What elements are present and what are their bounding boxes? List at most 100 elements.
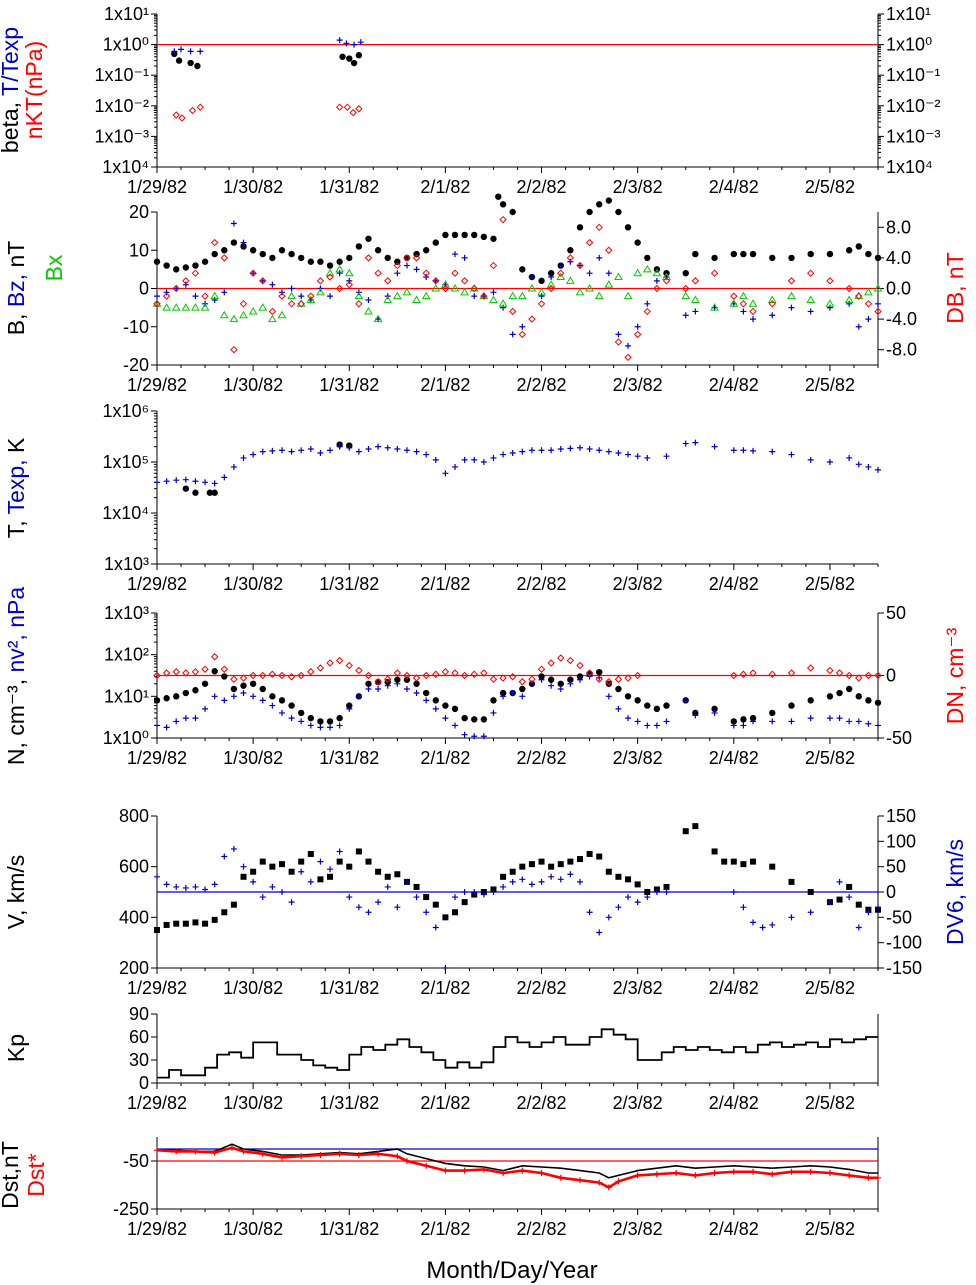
- panel-1-db-point: [182, 277, 190, 285]
- panel-2-texp-point: [557, 445, 564, 452]
- panel-0-red-point: [178, 114, 186, 122]
- panel-3-dn-point: [633, 671, 642, 680]
- panel-6-dst-star-point: [317, 1152, 324, 1158]
- panel-3-n-point: [249, 680, 257, 687]
- panel-1-db-point: [643, 307, 651, 316]
- panel-1-x-tick-label: 1/31/82: [319, 375, 379, 395]
- panel-3-nv2-point: [519, 693, 526, 700]
- panel-4-x-tick-label: 2/4/82: [709, 978, 759, 998]
- panel-2-texp-point: [346, 444, 353, 451]
- panel-0-blue-point: [336, 37, 343, 44]
- panel-4-dv6-point: [346, 894, 353, 901]
- panel-3-n-point: [826, 693, 834, 700]
- panel-4-dv6-point: [557, 876, 564, 883]
- panel-6-dst-star-point: [173, 1148, 180, 1155]
- panel-6-y-outer-label-part: Dst,nT: [0, 1141, 23, 1209]
- panel-0-y-tick-label: 1x10⁻¹: [94, 65, 149, 85]
- panel-1-db-point: [653, 284, 661, 293]
- panel-4-dv6-point: [163, 881, 170, 888]
- panel-3-nv2-point: [663, 718, 670, 725]
- panel-3-nv2-point: [442, 715, 449, 722]
- panel-3-n-point: [615, 685, 622, 693]
- panel-2-texp-point: [259, 448, 266, 455]
- panel-1-db-point: [451, 269, 459, 277]
- panel-4-v-point: [807, 889, 814, 895]
- panel-4-y2-tick-label: 0: [886, 882, 896, 902]
- panel-4-dv6-point: [423, 909, 430, 916]
- panel-1-db-point: [768, 300, 776, 308]
- panel-2-t-point: [182, 485, 190, 492]
- panel-1-db-point: [432, 277, 440, 285]
- panel-0-y-tick-label: 1x10⁻²: [94, 96, 149, 116]
- panel-1-y-tick-label: -10: [123, 317, 149, 337]
- panel-2-texp-point: [548, 447, 555, 454]
- panel-6-x-tick-label: 1/30/82: [223, 1219, 283, 1239]
- panel-0-x-tick-label: 2/4/82: [709, 177, 759, 197]
- panel-1-db-point: [508, 307, 517, 316]
- panel-6-x-tick-label: 2/5/82: [805, 1219, 855, 1239]
- panel-2-texp-point: [452, 463, 459, 470]
- panel-0-y2-tick-label: 1x10⁻³: [886, 126, 941, 146]
- panel-4-v-point: [240, 873, 247, 880]
- panel-2-texp-point: [384, 444, 391, 451]
- panel-1-y2-tick-label: -8.0: [886, 340, 917, 360]
- panel-4-x-tick-label: 2/1/82: [420, 978, 470, 998]
- panel-3-nv2-point: [211, 693, 218, 700]
- panel-1-db-point: [201, 292, 209, 300]
- panel-3-n-point: [624, 693, 632, 700]
- panel-2-texp-point: [317, 450, 324, 457]
- panel-4-y2-tick-label: 100: [886, 831, 916, 851]
- panel-3-dn-point: [585, 669, 594, 677]
- panel-4-y-right-label-part: DV6, km/s: [942, 839, 968, 945]
- panel-1-bx-point: [344, 268, 354, 277]
- panel-3-dn-point: [730, 671, 738, 680]
- panel-3-nv2-point: [461, 731, 468, 738]
- panel-1-bz-point: [615, 331, 622, 338]
- panel-0-y2-tick-label: 1x10¹: [886, 4, 931, 24]
- panel-1-db-point: [470, 284, 478, 293]
- panel-1-x-tick-label: 1/30/82: [223, 375, 283, 395]
- panel-2-texp-point: [202, 479, 209, 486]
- panel-3-nv2-point: [557, 685, 564, 692]
- panel-1-db-point: [403, 254, 411, 262]
- panel-4-dv6-point: [759, 924, 766, 931]
- panel-4-dv6-point: [490, 889, 497, 895]
- panel-2-texp-point: [740, 447, 747, 454]
- panel-0-y-tick-label: 1x10⁻³: [94, 126, 149, 146]
- panel-3-y-left-label: N, cm⁻³, nv², nPa: [3, 587, 29, 766]
- panel-1-b-point: [249, 247, 257, 254]
- panel-3-n-point: [259, 685, 266, 693]
- panel-4-v-point: [163, 921, 170, 928]
- panel-3-dn-point: [230, 675, 238, 683]
- panel-0-y-outer-label-part: T/Texp: [0, 27, 23, 96]
- panel-4-v-point: [557, 861, 564, 868]
- panel-4-dv6-point: [644, 894, 651, 901]
- panel-1-bx-point: [517, 291, 527, 300]
- panel-3-nv2-point: [538, 676, 545, 683]
- panel-3-dn-point: [787, 669, 796, 677]
- panel-3-nv2-point: [490, 709, 497, 716]
- panel-0-blue-point: [351, 41, 358, 48]
- panel-4-dv6-point: [327, 866, 334, 873]
- panel-1-y-outer-label-part: B,: [3, 307, 29, 335]
- panel-1-db-point: [855, 292, 863, 300]
- panel-6-dst-star-point: [403, 1158, 410, 1164]
- panel-3-nv2-point: [336, 722, 343, 729]
- panel-2-texp-point: [596, 447, 603, 454]
- panel-4-v-point: [317, 876, 324, 883]
- panel-1-b-point: [278, 247, 286, 254]
- panel-4-dv6-point: [278, 889, 285, 895]
- panel-3-dn-point: [220, 665, 229, 673]
- panel-3-nv2-point: [278, 709, 285, 716]
- panel-1-y-inner-label-part: Bx: [41, 254, 67, 281]
- panel-1-bx-point: [373, 314, 383, 323]
- panel-1-b-point: [874, 254, 882, 262]
- panel-1-bx-point: [681, 291, 691, 300]
- panel-3-nv2-point: [480, 733, 487, 740]
- panel-6-dst-star-point: [461, 1167, 468, 1174]
- panel-1-b-point: [682, 270, 689, 277]
- panel-1-bx-point: [200, 303, 210, 311]
- panel-1-b-point: [192, 262, 199, 269]
- panel-3-dn-point: [576, 661, 584, 670]
